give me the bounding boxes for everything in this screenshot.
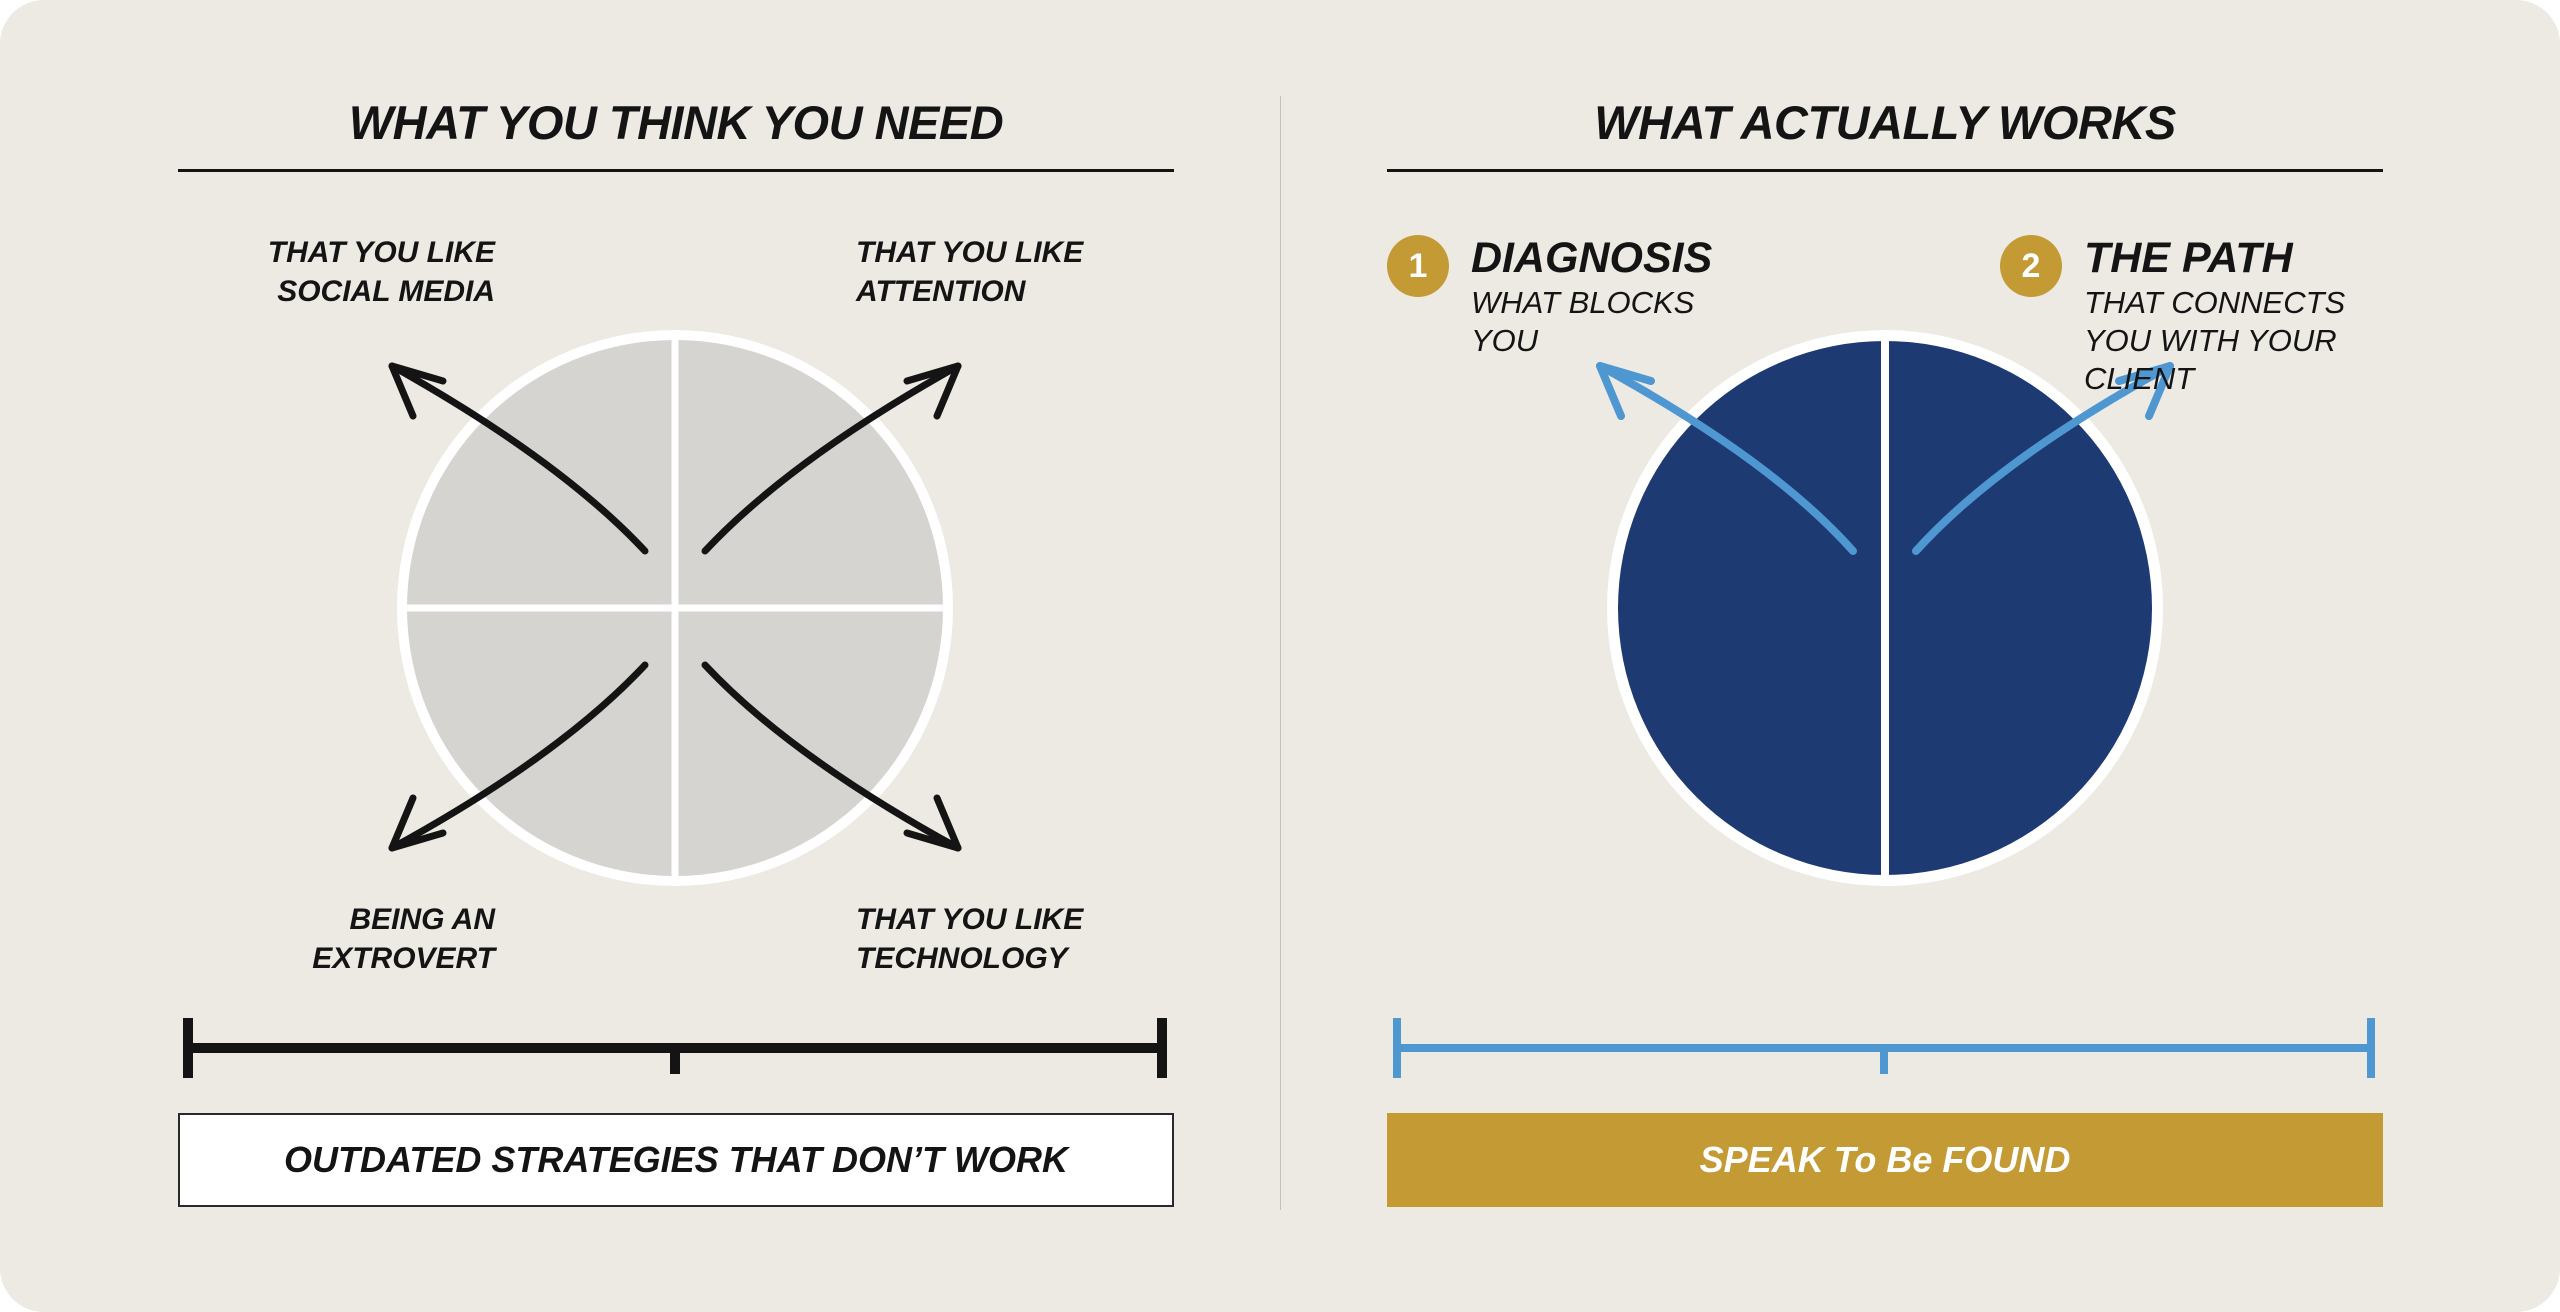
left-panel-title: WHAT YOU THINK YOU NEED <box>348 96 1004 149</box>
right-panel-title: WHAT ACTUALLY WORKS <box>1594 96 2176 149</box>
step-1-title: DIAGNOSIS <box>1471 234 1713 282</box>
navy-split-circle <box>1607 330 2163 886</box>
step-1-badge: 1 <box>1387 235 1449 297</box>
scale-bar-icon <box>183 1018 1167 1078</box>
arrow-down-right-icon <box>701 661 962 852</box>
speak-to-be-found-banner: SPEAK To Be FOUND <box>1387 1113 2383 1207</box>
blue-scale-bar-icon <box>1393 1018 2375 1078</box>
quadrant-circle <box>397 330 953 886</box>
step-2-badge: 2 <box>2000 235 2062 297</box>
step-2-title: THE PATH <box>2084 234 2293 282</box>
left-title-underline <box>178 169 1174 172</box>
label-extrovert: BEING AN EXTROVERT <box>312 903 495 975</box>
arrow-down-left-icon <box>388 661 649 852</box>
blue-arrow-up-left-icon <box>1596 362 1857 555</box>
right-title-underline <box>1387 169 2383 172</box>
panel-divider <box>1280 96 1281 1210</box>
label-attention: THAT YOU LIKE ATTENTION <box>856 236 1084 308</box>
step-2-subtitle: THAT CONNECTS YOU WITH YOUR CLIENT <box>2084 285 2346 396</box>
arrow-up-left-icon <box>388 362 649 555</box>
blue-arrow-up-right-icon <box>1912 362 2174 555</box>
step-1-subtitle: WHAT BLOCKS YOU <box>1471 285 1695 358</box>
outdated-strategies-box: OUTDATED STRATEGIES THAT DON’T WORK <box>178 1113 1174 1207</box>
label-technology: THAT YOU LIKE TECHNOLOGY <box>856 903 1084 975</box>
arrow-up-right-icon <box>701 362 962 555</box>
label-social-media: THAT YOU LIKE SOCIAL MEDIA <box>267 236 495 308</box>
